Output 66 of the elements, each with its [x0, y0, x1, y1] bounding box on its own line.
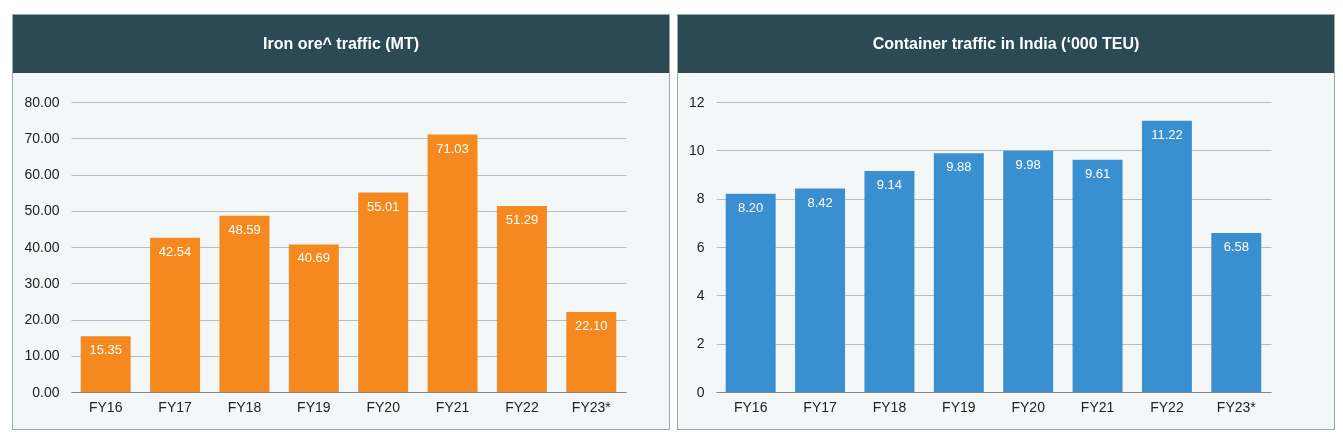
- data-label: 40.69: [297, 250, 331, 266]
- data-label: 42.54: [158, 243, 192, 259]
- y-tick-label: 4: [696, 286, 705, 303]
- data-label: 22.10: [575, 317, 608, 333]
- x-tick-label: FY21: [1080, 398, 1115, 415]
- x-tick-label: FY23*: [571, 398, 612, 415]
- chart-title: Container traffic in India (‘000 TEU): [678, 15, 1334, 73]
- y-tick-label: 20.00: [24, 311, 60, 327]
- x-tick-label: FY16: [88, 398, 123, 415]
- y-tick-label: 40.00: [24, 238, 60, 255]
- bar: [358, 192, 409, 392]
- y-tick-label: 10: [688, 141, 705, 158]
- bar: [566, 311, 617, 392]
- y-tick-label: 80.00: [24, 93, 60, 110]
- x-tick-label: FY20: [366, 398, 401, 415]
- data-label: 9.61: [1084, 165, 1111, 181]
- bar: [725, 193, 776, 392]
- x-tick-label: FY18: [227, 398, 262, 415]
- y-tick-label: 70.00: [24, 129, 60, 146]
- data-label: 9.98: [1015, 156, 1041, 172]
- y-tick-label: 2: [696, 335, 705, 352]
- bar: [1003, 150, 1054, 392]
- data-label: 11.22: [1151, 126, 1183, 142]
- bar: [219, 215, 270, 392]
- data-label: 51.29: [505, 212, 539, 228]
- data-label: 48.59: [228, 221, 261, 237]
- data-label: 9.88: [946, 159, 972, 175]
- bar: [933, 153, 984, 392]
- x-tick-label: FY17: [803, 398, 837, 415]
- x-tick-label: FY20: [1011, 398, 1046, 415]
- bar: [427, 134, 478, 392]
- x-tick-label: FY22: [505, 398, 539, 415]
- data-label: 8.20: [738, 199, 764, 215]
- bar: [80, 336, 131, 392]
- bar: [288, 244, 339, 392]
- y-tick-label: 0.00: [32, 383, 60, 400]
- data-label: 6.58: [1223, 238, 1249, 254]
- y-tick-label: 0: [696, 383, 705, 400]
- y-tick-label: 6: [696, 238, 705, 255]
- y-tick-label: 12: [688, 93, 705, 110]
- bar: [1211, 232, 1262, 392]
- bar: [496, 206, 547, 392]
- x-tick-label: FY19: [297, 398, 331, 415]
- y-tick-label: 30.00: [24, 274, 60, 291]
- bar: [1072, 159, 1123, 392]
- bar: [150, 237, 201, 392]
- x-tick-label: FY19: [942, 398, 976, 415]
- x-tick-label: FY18: [872, 398, 907, 415]
- data-label: 8.42: [807, 194, 833, 210]
- bar: [864, 171, 915, 392]
- x-tick-label: FY17: [158, 398, 192, 415]
- x-tick-label: FY16: [733, 398, 768, 415]
- bar: [795, 188, 846, 392]
- data-label: 15.35: [89, 342, 122, 358]
- data-label: 9.14: [876, 177, 903, 193]
- y-tick-label: 50.00: [24, 202, 60, 219]
- x-tick-label: FY23*: [1216, 398, 1257, 415]
- data-label: 55.01: [366, 198, 400, 214]
- x-tick-label: FY22: [1150, 398, 1184, 415]
- y-tick-label: 60.00: [24, 166, 60, 182]
- chart-title: Iron ore^ traffic (MT): [13, 15, 669, 73]
- bar: [1141, 120, 1192, 392]
- x-tick-label: FY21: [435, 398, 470, 415]
- y-tick-label: 10.00: [24, 347, 60, 364]
- y-tick-label: 8: [696, 190, 705, 207]
- data-label: 71.03: [436, 140, 469, 156]
